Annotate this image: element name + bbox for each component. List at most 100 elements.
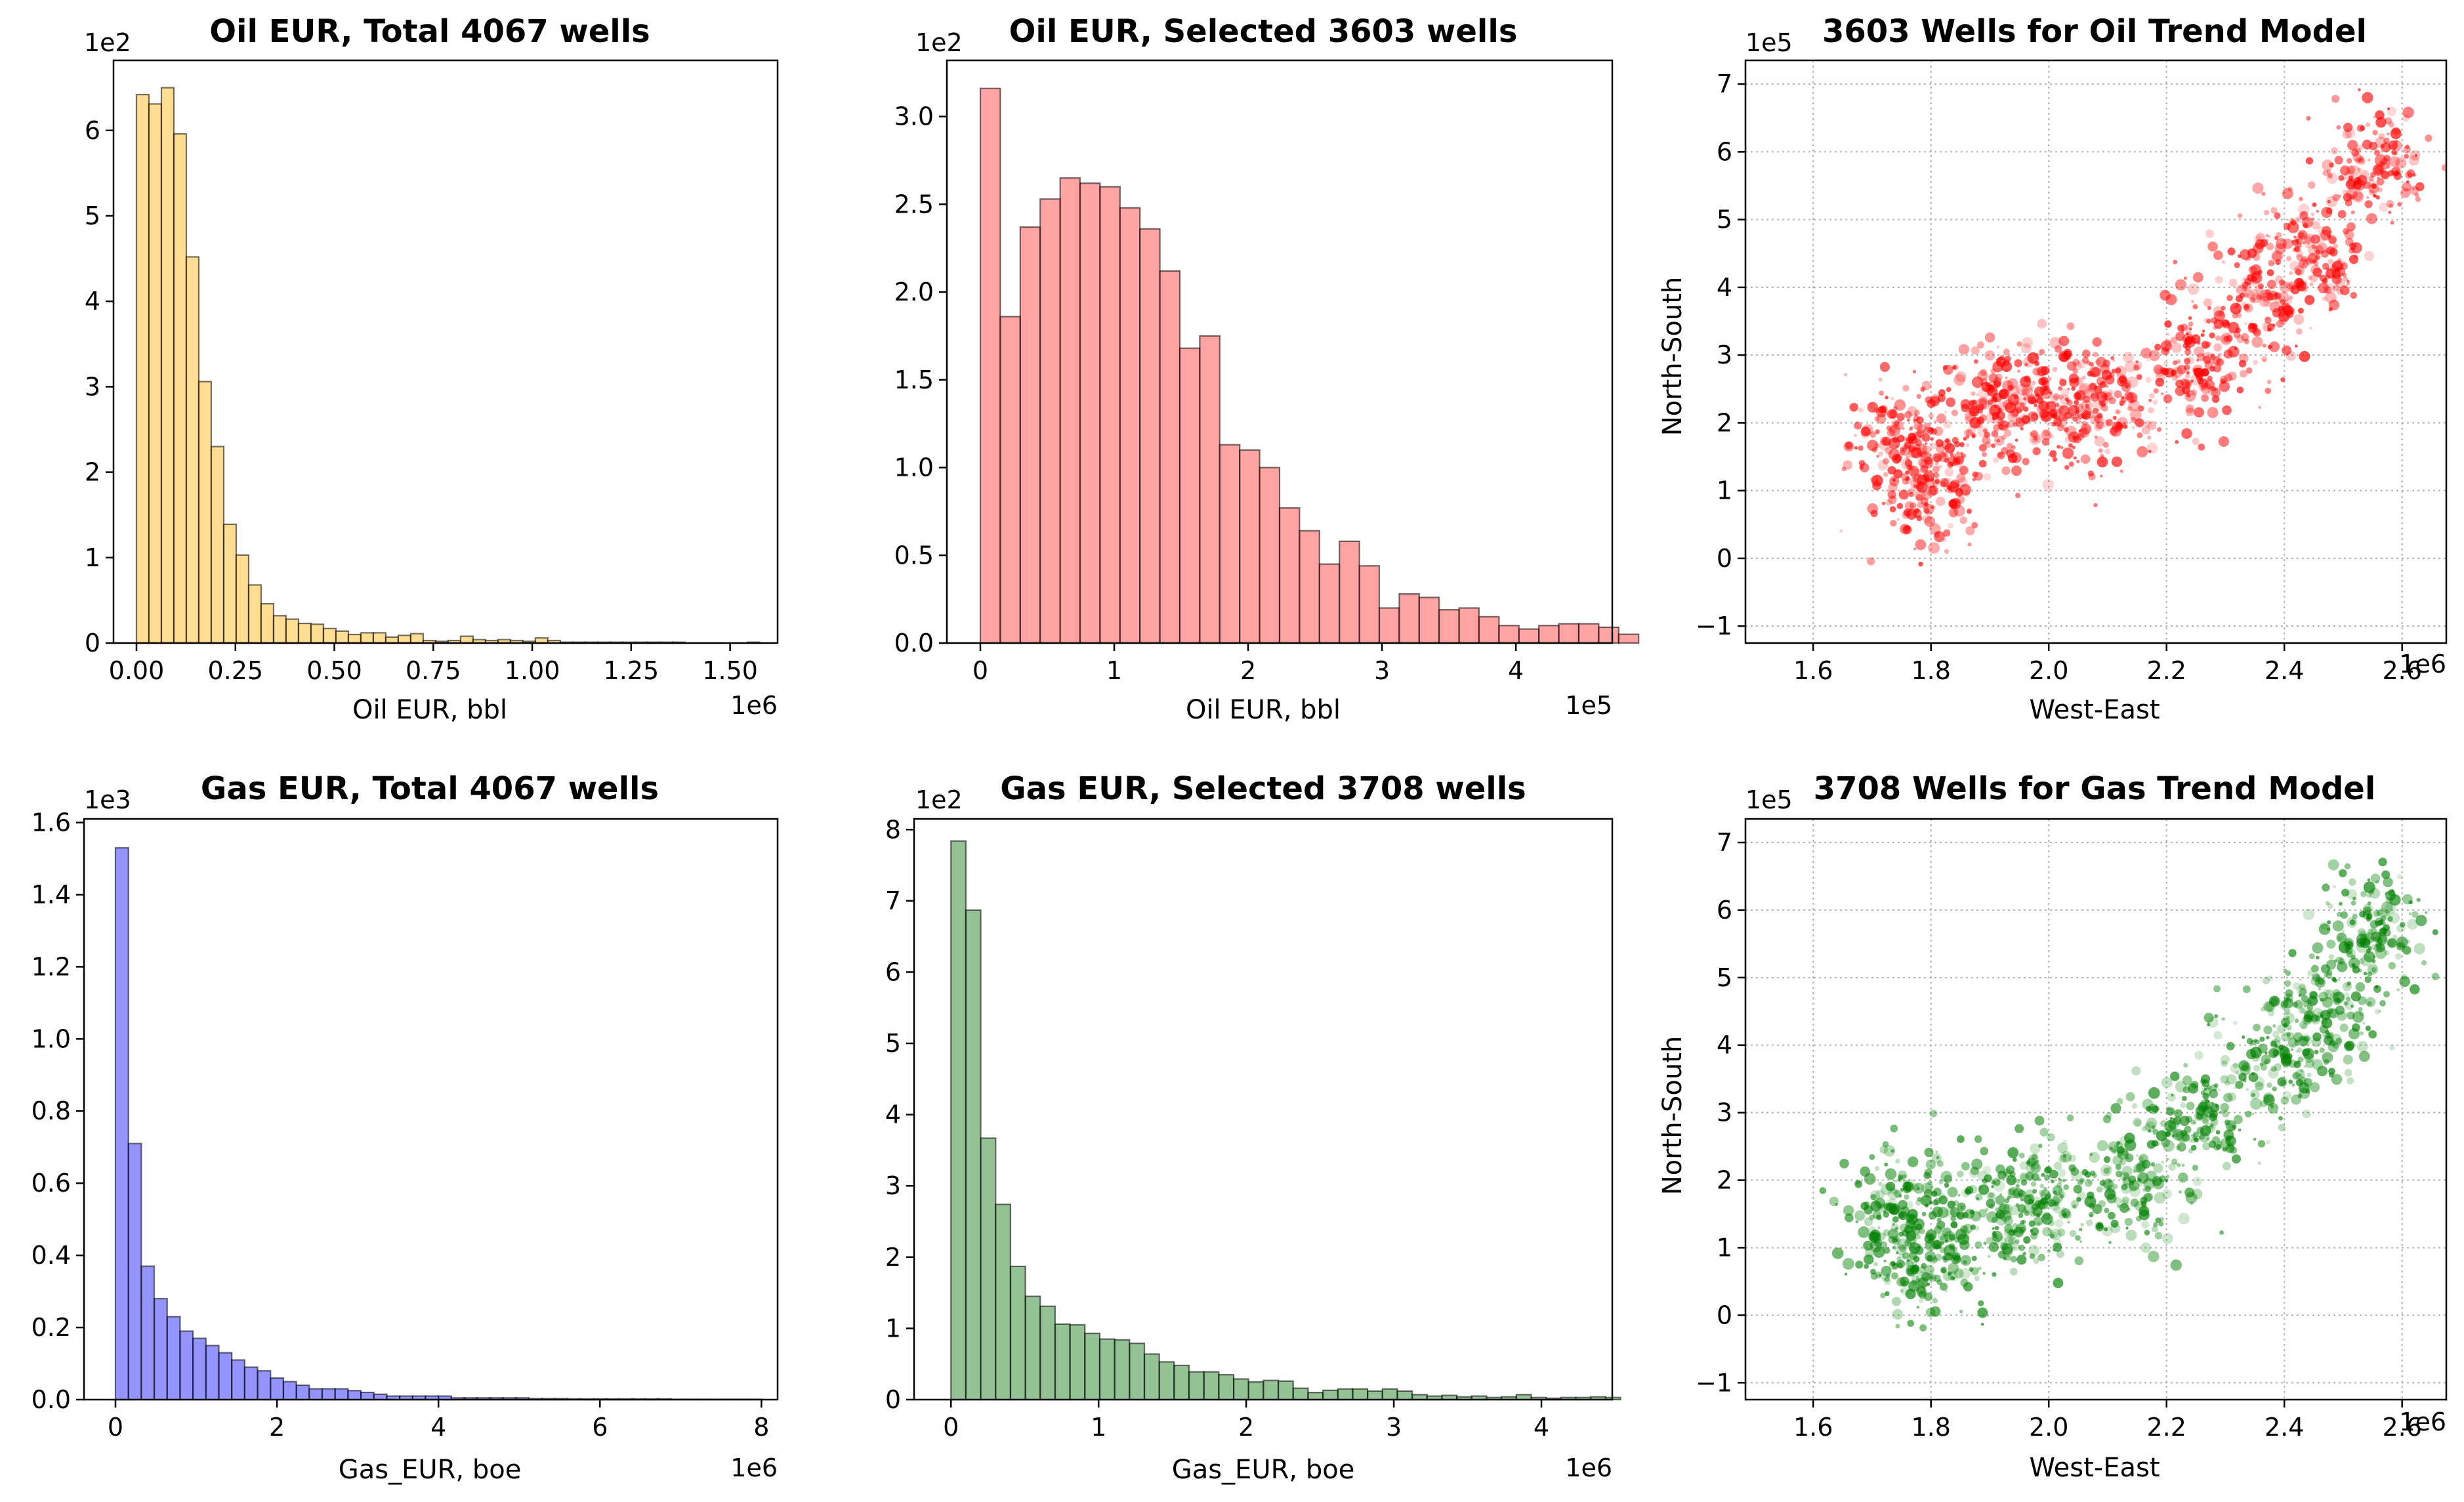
scatter-point bbox=[2399, 921, 2406, 928]
scatter-point bbox=[2287, 1037, 2298, 1048]
scatter-point bbox=[2297, 308, 2304, 314]
scatter-point bbox=[1960, 399, 1971, 409]
scatter-point bbox=[1885, 489, 1889, 493]
scatter-point bbox=[1906, 1259, 1914, 1267]
scatter-point bbox=[2064, 436, 2072, 444]
scatter-point bbox=[2265, 1001, 2276, 1012]
scatter-point bbox=[1969, 1209, 1974, 1215]
scatter-point bbox=[2190, 1137, 2196, 1143]
scatter-point bbox=[2349, 255, 2359, 264]
scatter-point bbox=[2034, 434, 2043, 443]
scatter-point bbox=[2047, 1199, 2056, 1207]
scatter-point bbox=[1995, 373, 2003, 381]
scatter-point bbox=[2010, 1255, 2017, 1263]
scatter-point bbox=[2155, 377, 2165, 387]
scatter-point bbox=[2095, 359, 2101, 365]
scatter-point bbox=[2257, 1140, 2266, 1148]
scatter-point bbox=[2275, 275, 2284, 283]
scatter-point bbox=[1916, 1286, 1927, 1297]
scatter-point bbox=[2036, 1159, 2039, 1163]
scatter-point bbox=[2332, 885, 2337, 889]
scatter-point bbox=[2408, 155, 2419, 166]
scatter-point bbox=[1909, 1242, 1921, 1254]
scatter-point bbox=[2232, 1125, 2236, 1129]
scatter-point bbox=[2038, 1189, 2045, 1196]
scatter-point bbox=[2170, 1259, 2182, 1271]
scatter-point bbox=[2377, 187, 2383, 193]
scatter-point bbox=[1944, 457, 1950, 463]
histogram-bar bbox=[322, 627, 337, 644]
scatter-point bbox=[2104, 1227, 2108, 1232]
scatter-point bbox=[1946, 485, 1952, 491]
scatter-point bbox=[1843, 1205, 1854, 1216]
scatter-point bbox=[1992, 392, 2002, 403]
scatter-point bbox=[1870, 509, 1878, 518]
scatter-point bbox=[2089, 415, 2100, 425]
scatter-point bbox=[1890, 1223, 1900, 1232]
scatter-point bbox=[2052, 367, 2058, 372]
scatter-point bbox=[2160, 340, 2172, 352]
scatter-point bbox=[2147, 1129, 2152, 1133]
scatter-point bbox=[1930, 477, 1934, 482]
histogram-bar bbox=[1418, 596, 1440, 644]
scatter-point bbox=[1898, 1175, 1904, 1180]
scatter-point bbox=[2055, 1219, 2064, 1228]
histogram-bar bbox=[1232, 1378, 1249, 1401]
scatter-point bbox=[2350, 242, 2362, 254]
scatter-point bbox=[2125, 385, 2129, 388]
scatter-point bbox=[1932, 479, 1940, 487]
scatter-point bbox=[2017, 1203, 2026, 1213]
scatter-point bbox=[1885, 1181, 1896, 1192]
scatter-point bbox=[1915, 1223, 1923, 1230]
scatter-point bbox=[1899, 449, 1906, 455]
scatter-point bbox=[2253, 243, 2264, 254]
scatter-point bbox=[1944, 443, 1955, 453]
scatter-point bbox=[2328, 1068, 2335, 1075]
scatter-point bbox=[2015, 1203, 2020, 1207]
scatter-point bbox=[2108, 1179, 2112, 1183]
scatter-point bbox=[1889, 476, 1900, 487]
scatter-point bbox=[2073, 361, 2082, 371]
scatter-point bbox=[1997, 451, 2003, 458]
scatter-point bbox=[2388, 912, 2400, 924]
scatter-point bbox=[2250, 1039, 2256, 1046]
histogram-bar bbox=[999, 316, 1021, 644]
scatter-point bbox=[2358, 969, 2362, 973]
scatter-point bbox=[2005, 422, 2011, 428]
scatter-point bbox=[1939, 1282, 1948, 1291]
scatter-point bbox=[1870, 1194, 1877, 1201]
scatter-point bbox=[2174, 1133, 2179, 1138]
scatter-point bbox=[2241, 301, 2247, 308]
scatter-point bbox=[1894, 1190, 1902, 1198]
scatter-point bbox=[2389, 203, 2393, 208]
scatter-point bbox=[1919, 1228, 1925, 1235]
scatter-point bbox=[2097, 1223, 2101, 1227]
scatter-point bbox=[1917, 423, 1927, 434]
scatter-point bbox=[1970, 1224, 1976, 1230]
scatter-point bbox=[2068, 461, 2074, 467]
scatter-point bbox=[1925, 1182, 1934, 1192]
scatter-point bbox=[2357, 157, 2366, 165]
scatter-point bbox=[1902, 446, 1906, 451]
y-multiplier: 1e2 bbox=[84, 28, 131, 57]
scatter-point bbox=[2320, 997, 2324, 1002]
scatter-point bbox=[2102, 1179, 2114, 1189]
histogram-bar bbox=[1199, 335, 1221, 644]
scatter-point bbox=[2021, 1220, 2026, 1224]
scatter-point bbox=[2396, 873, 2402, 880]
scatter-point bbox=[2056, 1249, 2064, 1259]
scatter-point bbox=[2125, 380, 2131, 386]
scatter-point bbox=[1994, 380, 2001, 388]
scatter-point bbox=[2274, 1036, 2281, 1043]
scatter-point bbox=[1858, 407, 1864, 413]
scatter-point bbox=[1931, 1240, 1942, 1250]
scatter-point bbox=[1982, 436, 1991, 445]
x-multiplier: 1e6 bbox=[730, 691, 778, 720]
scatter-point bbox=[2338, 957, 2345, 965]
y-tick-label: 3 bbox=[85, 372, 100, 401]
scatter-point bbox=[2209, 332, 2215, 339]
scatter-points bbox=[1819, 857, 2440, 1332]
scatter-point bbox=[2146, 1170, 2157, 1182]
scatter-point bbox=[2352, 192, 2364, 203]
